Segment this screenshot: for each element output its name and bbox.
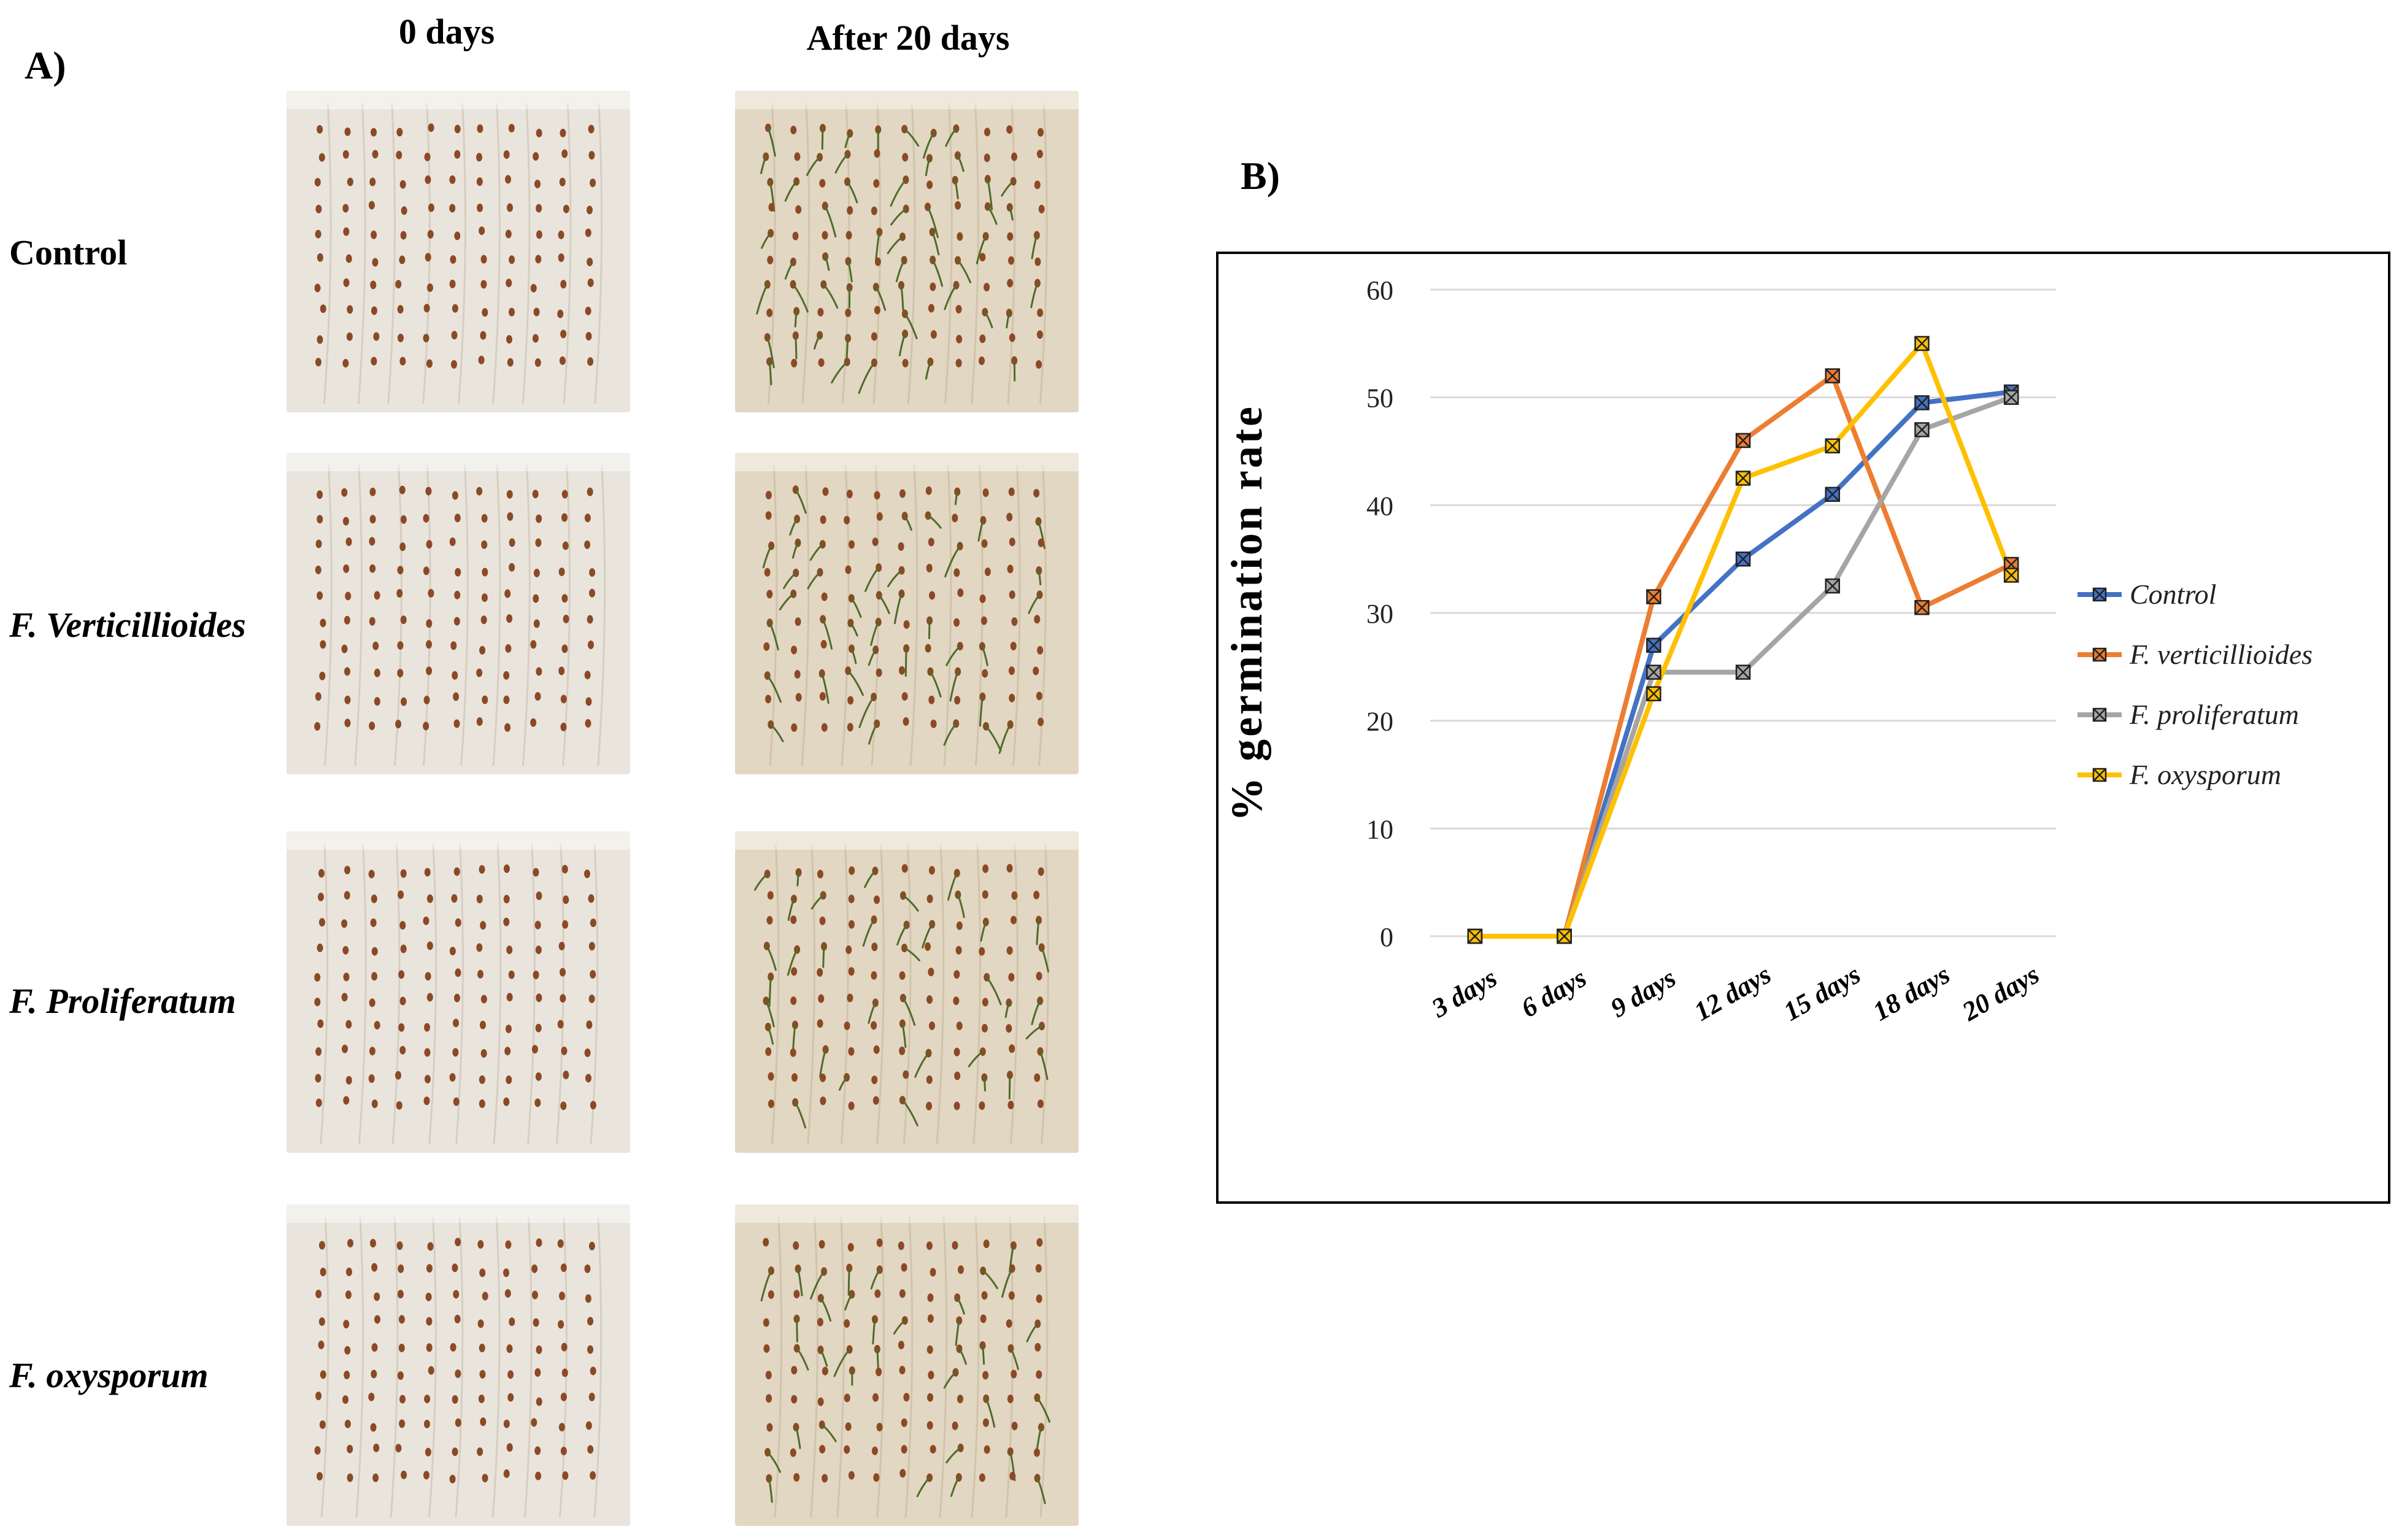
seed-grid (762, 485, 1045, 754)
seed-grid (760, 1238, 1051, 1504)
seed-grid (314, 485, 596, 732)
chart-frame: 0 10 20 30 40 50 60 % germination rate 3 days 6 d… (1216, 252, 2390, 1204)
legend-item-1: F. verticillioides (2077, 639, 2312, 670)
legend-item-2: F. proliferatum (2077, 699, 2299, 730)
legend-label: F. oxysporum (2129, 759, 2281, 790)
column-header-day0: 0 days (398, 12, 495, 52)
data-point (1467, 928, 1483, 944)
legend-label: Control (2130, 579, 2216, 610)
y-tick-label: 60 (1366, 275, 1393, 306)
row-label-control: Control (9, 233, 128, 272)
series-line-1 (1474, 373, 2012, 939)
legend-item-3: F. oxysporum (2077, 759, 2281, 790)
y-axis-title: % germination rate (1222, 404, 1271, 822)
photo-control-day0 (287, 91, 630, 412)
photo-proliferatum-day0 (287, 831, 630, 1153)
x-tick-label: 12 days (1689, 959, 1776, 1026)
x-tick-label: 18 days (1868, 959, 1955, 1026)
data-point (1914, 336, 1930, 352)
data-point (1646, 589, 1662, 604)
y-tick-label: 40 (1366, 491, 1393, 521)
photo-control-day20 (735, 91, 1079, 412)
photo-oxysporum-day20 (735, 1204, 1079, 1526)
data-point (1825, 368, 1840, 383)
data-point (1646, 637, 1662, 653)
data-point (1557, 928, 1572, 944)
data-point (1914, 422, 1930, 437)
data-point (1825, 487, 1840, 502)
photo-verticillioides-day0 (287, 453, 630, 774)
legend-label: F. verticillioides (2129, 639, 2312, 670)
row-label-proliferatum: F. Proliferatum (9, 981, 236, 1021)
y-tick-label: 50 (1366, 383, 1393, 414)
row-label-oxysporum: F. oxysporum (9, 1355, 209, 1395)
row-label-verticillioides: F. Verticillioides (9, 605, 246, 645)
data-point (1735, 551, 1751, 567)
panel-a-label: A) (25, 44, 66, 87)
y-tick-label: 10 (1366, 814, 1393, 844)
x-tick-label: 6 days (1516, 963, 1592, 1023)
photo-proliferatum-day20 (735, 831, 1079, 1153)
x-tick-label: 9 days (1606, 963, 1681, 1023)
legend-item-0: Control (2077, 579, 2216, 610)
germination-line-chart: 0 10 20 30 40 50 60 % germination rate 3 days 6 d… (1222, 275, 2312, 1027)
data-point (1914, 599, 1930, 615)
data-point (1914, 395, 1930, 410)
x-tick-label: 20 days (1957, 959, 2044, 1027)
y-tick-label: 20 (1366, 707, 1393, 737)
y-tick-label: 0 (1380, 922, 1393, 952)
series-line-3 (1474, 341, 2014, 939)
legend-label: F. proliferatum (2129, 699, 2299, 730)
x-tick-label: 15 days (1778, 959, 1865, 1026)
data-point (2003, 568, 2019, 583)
data-point (1735, 664, 1751, 680)
data-point (1646, 686, 1662, 701)
y-tick-label: 30 (1366, 599, 1393, 629)
data-point (1735, 433, 1751, 449)
data-point (2003, 390, 2019, 405)
data-point (1825, 578, 1840, 594)
data-point (1825, 438, 1840, 453)
seed-grid (756, 123, 1045, 395)
x-tick-label: 3 days (1426, 963, 1502, 1024)
data-point (1646, 664, 1662, 680)
panel-b-label: B) (1241, 154, 1280, 198)
data-point (1735, 471, 1751, 486)
seed-grid (314, 1238, 596, 1484)
seed-grid (753, 864, 1049, 1129)
seed-grid (314, 864, 596, 1111)
photo-oxysporum-day0 (287, 1204, 630, 1526)
column-header-day20: After 20 days (806, 18, 1010, 58)
photo-verticillioides-day20 (735, 453, 1079, 774)
seed-grid (314, 123, 596, 369)
